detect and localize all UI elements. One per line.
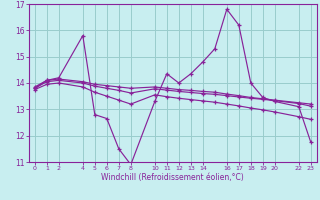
X-axis label: Windchill (Refroidissement éolien,°C): Windchill (Refroidissement éolien,°C) [101,173,244,182]
